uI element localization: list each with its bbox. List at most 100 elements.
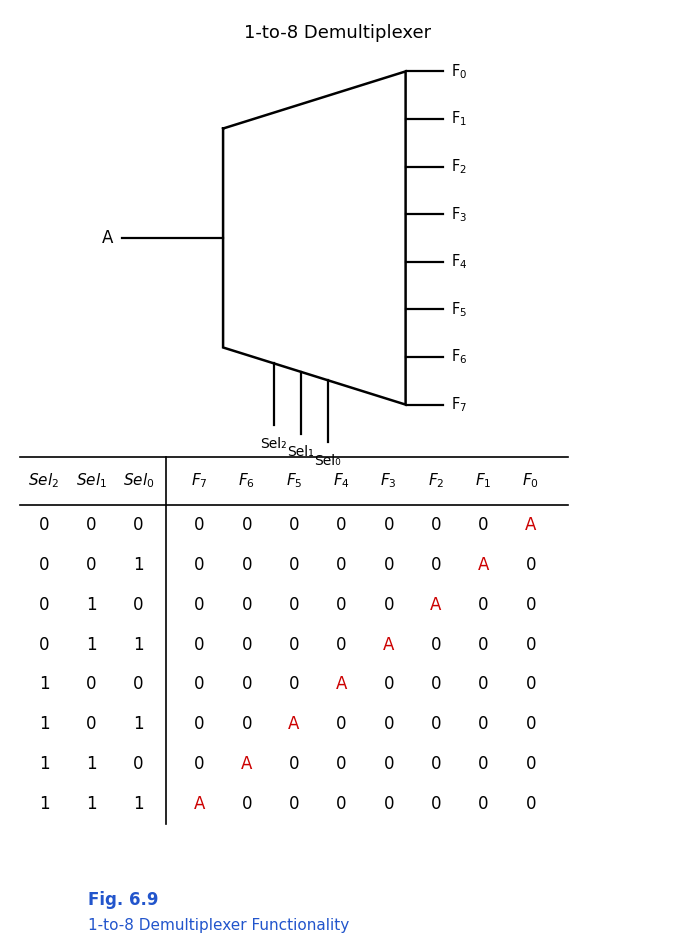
Text: 0: 0 — [241, 796, 252, 813]
Text: 0: 0 — [289, 596, 299, 613]
Text: 0: 0 — [431, 636, 441, 653]
Text: 1: 1 — [86, 796, 97, 813]
Text: 0: 0 — [336, 556, 347, 573]
Text: A: A — [478, 556, 489, 573]
Text: 0: 0 — [194, 596, 205, 613]
Text: 0: 0 — [194, 756, 205, 773]
Text: 0: 0 — [241, 556, 252, 573]
Text: 0: 0 — [133, 676, 144, 693]
Text: 0: 0 — [194, 556, 205, 573]
Text: $\mathregular{F}_6$: $\mathregular{F}_6$ — [451, 347, 467, 367]
Text: 0: 0 — [241, 636, 252, 653]
Text: $F_{1}$: $F_{1}$ — [475, 471, 491, 490]
Text: $F_{7}$: $F_{7}$ — [191, 471, 208, 490]
Text: $Sel_{2}$: $Sel_{2}$ — [28, 471, 59, 490]
Text: 0: 0 — [431, 676, 441, 693]
Text: 0: 0 — [478, 516, 489, 533]
Text: 0: 0 — [525, 676, 536, 693]
Text: 0: 0 — [478, 676, 489, 693]
Text: 0: 0 — [431, 516, 441, 533]
Text: 0: 0 — [336, 596, 347, 613]
Text: 0: 0 — [194, 636, 205, 653]
Text: 0: 0 — [525, 716, 536, 733]
Text: 0: 0 — [86, 516, 97, 533]
Text: 0: 0 — [39, 596, 49, 613]
Text: 0: 0 — [241, 716, 252, 733]
Text: 0: 0 — [525, 756, 536, 773]
Text: $Sel_{0}$: $Sel_{0}$ — [123, 471, 154, 490]
Text: $\mathregular{F}_4$: $\mathregular{F}_4$ — [451, 252, 467, 271]
Text: 0: 0 — [431, 796, 441, 813]
Text: 0: 0 — [383, 676, 394, 693]
Text: 0: 0 — [289, 676, 299, 693]
Text: 0: 0 — [133, 516, 144, 533]
Text: 1-to-8 Demultiplexer Functionality: 1-to-8 Demultiplexer Functionality — [88, 918, 349, 933]
Text: 0: 0 — [241, 516, 252, 533]
Text: 0: 0 — [194, 676, 205, 693]
Text: $F_{5}$: $F_{5}$ — [286, 471, 302, 490]
Text: $F_{4}$: $F_{4}$ — [333, 471, 349, 490]
Text: 1: 1 — [133, 796, 144, 813]
Text: 0: 0 — [431, 716, 441, 733]
Text: 0: 0 — [478, 636, 489, 653]
Text: 0: 0 — [86, 676, 97, 693]
Text: 0: 0 — [289, 556, 299, 573]
Text: A: A — [289, 716, 299, 733]
Text: 0: 0 — [478, 756, 489, 773]
Text: 0: 0 — [86, 556, 97, 573]
Text: $Sel_{1}$: $Sel_{1}$ — [76, 471, 107, 490]
Text: 0: 0 — [478, 796, 489, 813]
Text: 1: 1 — [133, 636, 144, 653]
Text: 1: 1 — [39, 716, 49, 733]
Text: 0: 0 — [336, 756, 347, 773]
Text: 1-to-8 Demultiplexer: 1-to-8 Demultiplexer — [245, 24, 431, 42]
Text: 0: 0 — [241, 676, 252, 693]
Text: 0: 0 — [383, 756, 394, 773]
Text: A: A — [336, 676, 347, 693]
Text: $F_{3}$: $F_{3}$ — [381, 471, 397, 490]
Text: 0: 0 — [241, 596, 252, 613]
Text: $\mathregular{F}_5$: $\mathregular{F}_5$ — [451, 300, 467, 319]
Text: $\mathregular{F}_2$: $\mathregular{F}_2$ — [451, 157, 467, 176]
Text: 0: 0 — [383, 596, 394, 613]
Text: 0: 0 — [383, 516, 394, 533]
Text: $\mathregular{F}_1$: $\mathregular{F}_1$ — [451, 109, 467, 129]
Text: 0: 0 — [336, 796, 347, 813]
Text: $F_{0}$: $F_{0}$ — [523, 471, 539, 490]
Text: 1: 1 — [39, 756, 49, 773]
Text: 0: 0 — [86, 716, 97, 733]
Text: A: A — [241, 756, 252, 773]
Text: 0: 0 — [194, 716, 205, 733]
Text: Sel₀: Sel₀ — [314, 453, 341, 467]
Text: 0: 0 — [525, 556, 536, 573]
Text: 0: 0 — [289, 756, 299, 773]
Text: 0: 0 — [383, 796, 394, 813]
Text: 0: 0 — [525, 636, 536, 653]
Text: 0: 0 — [289, 796, 299, 813]
Text: 0: 0 — [133, 596, 144, 613]
Text: A: A — [383, 636, 394, 653]
Text: 0: 0 — [336, 636, 347, 653]
Text: 1: 1 — [133, 716, 144, 733]
Text: 1: 1 — [86, 636, 97, 653]
Text: 1: 1 — [39, 796, 49, 813]
Text: 0: 0 — [478, 716, 489, 733]
Text: $\mathregular{F}_3$: $\mathregular{F}_3$ — [451, 205, 467, 224]
Text: A: A — [431, 596, 441, 613]
Text: 0: 0 — [39, 636, 49, 653]
Text: 0: 0 — [39, 516, 49, 533]
Text: 0: 0 — [383, 556, 394, 573]
Text: A: A — [102, 229, 114, 247]
Text: A: A — [194, 796, 205, 813]
Text: $\mathregular{F}_0$: $\mathregular{F}_0$ — [451, 62, 467, 81]
Text: 1: 1 — [86, 596, 97, 613]
Text: A: A — [525, 516, 536, 533]
Text: Sel₂: Sel₂ — [260, 437, 287, 450]
Text: $F_{2}$: $F_{2}$ — [428, 471, 444, 490]
Text: 0: 0 — [39, 556, 49, 573]
Text: $\mathregular{F}_7$: $\mathregular{F}_7$ — [451, 395, 467, 414]
Text: 0: 0 — [525, 796, 536, 813]
Text: 0: 0 — [336, 516, 347, 533]
Text: 1: 1 — [86, 756, 97, 773]
Text: 0: 0 — [194, 516, 205, 533]
